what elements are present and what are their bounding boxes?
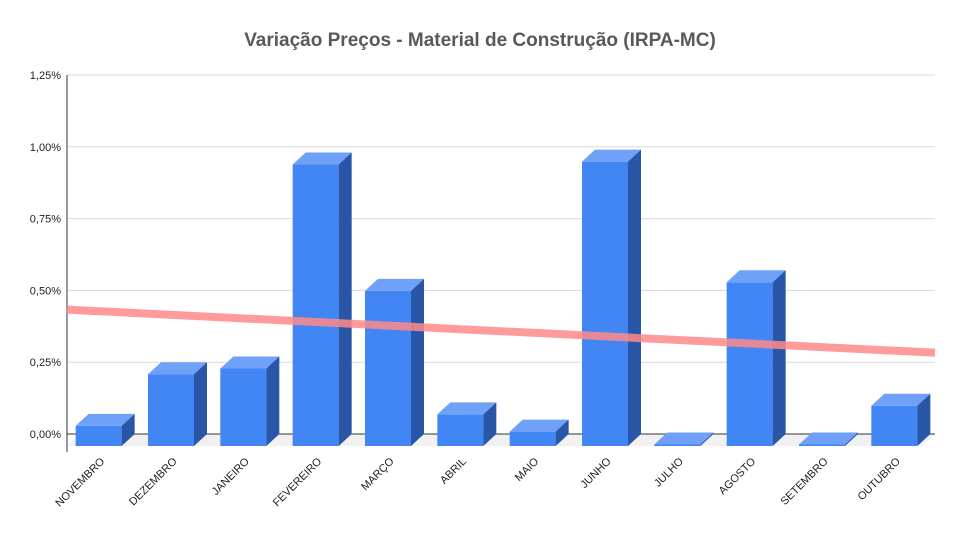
floor-plane: [67, 434, 935, 446]
bar: [582, 149, 641, 446]
x-tick-label: JULHO: [652, 455, 686, 489]
x-tick-label: MAIO: [513, 455, 542, 484]
bar-top: [582, 149, 641, 162]
bar-side: [338, 152, 352, 446]
chart-floor: [66, 75, 935, 452]
y-tick-label: 1,00%: [30, 142, 61, 154]
bar: [654, 432, 714, 446]
bar-top: [509, 419, 569, 432]
trendline: [66, 305, 936, 357]
bar-front: [75, 425, 122, 446]
bar: [726, 270, 786, 446]
x-tick-label: MARÇO: [359, 455, 397, 493]
x-tick-label: JANEIRO: [210, 455, 253, 498]
y-axis-ticks: 0,00% 0,25% 0,50% 0,75% 1,00% 1,25%: [30, 70, 61, 441]
bar-side: [194, 362, 207, 446]
x-tick-label: AGOSTO: [717, 455, 759, 497]
bar-side: [266, 356, 280, 446]
y-tick-label: 0,50%: [30, 285, 61, 297]
chart-title: Variação Preços - Material de Construção…: [244, 30, 716, 51]
gridlines: [67, 74, 935, 363]
x-axis-ticks: NOVEMBRO DEZEMBRO JANEIRO FEVEREIRO MARÇO ABR…: [53, 455, 903, 509]
x-tick-label: FEVEREIRO: [271, 455, 325, 509]
bar-top: [220, 356, 280, 369]
bar: [148, 362, 207, 446]
bar-front: [292, 164, 339, 446]
bar-side: [772, 270, 786, 446]
bar-front: [799, 444, 845, 446]
bar-top: [871, 393, 931, 406]
bar-front: [509, 431, 556, 446]
bar: [220, 356, 280, 446]
bar-side: [483, 402, 497, 446]
bar: [509, 419, 569, 446]
bar: [799, 432, 858, 446]
bar-front: [582, 161, 628, 446]
bar-side: [845, 432, 858, 446]
bar-top: [75, 413, 135, 426]
bar-side: [555, 419, 569, 446]
x-tick-label: ABRIL: [438, 456, 469, 487]
bar-front: [220, 368, 267, 446]
x-tick-label: OUTUBRO: [856, 455, 904, 503]
bar-front: [148, 374, 194, 446]
bar-top: [148, 362, 207, 375]
bar-top: [726, 270, 786, 283]
bar-top: [365, 278, 424, 291]
bar-front: [726, 282, 773, 446]
bar-top: [799, 432, 858, 445]
bar-top: [292, 152, 352, 165]
bar-top: [654, 432, 714, 445]
bar-top: [437, 402, 497, 415]
y-tick-label: 0,00%: [30, 429, 61, 441]
bar-front: [437, 414, 484, 446]
x-tick-label: JUNHO: [578, 455, 614, 491]
bar: [292, 152, 352, 446]
x-tick-label: DEZEMBRO: [127, 455, 180, 508]
bars: [75, 149, 931, 446]
bar-side: [700, 432, 714, 446]
bar-front: [365, 290, 411, 446]
bar: [365, 278, 424, 446]
bar-side: [917, 393, 931, 446]
y-tick-label: 0,75%: [30, 214, 61, 226]
bar: [75, 413, 135, 446]
bar-side: [628, 149, 641, 446]
bar-front: [871, 405, 918, 446]
bar-front: [654, 444, 701, 446]
bar: [437, 402, 497, 446]
x-tick-label: SETEMBRO: [778, 455, 830, 507]
trendline-group: [66, 305, 936, 357]
bar: [871, 393, 931, 446]
bar-side: [411, 278, 424, 446]
y-tick-label: 1,25%: [30, 70, 61, 82]
y-tick-label: 0,25%: [30, 357, 61, 369]
x-tick-label: NOVEMBRO: [53, 455, 107, 509]
bar-side: [121, 413, 135, 446]
